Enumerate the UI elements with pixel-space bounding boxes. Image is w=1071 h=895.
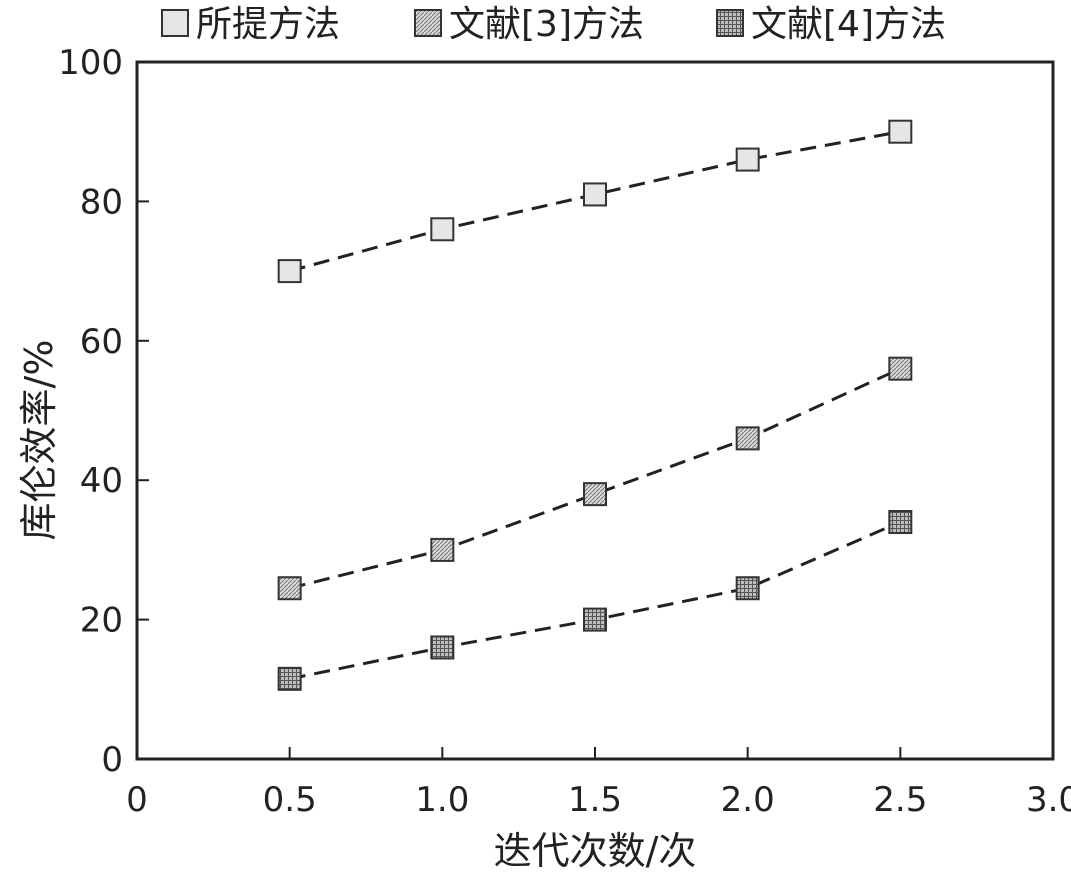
x-tick-label: 0.5 <box>263 780 317 820</box>
series-3 <box>277 510 913 691</box>
y-tick-label: 0 <box>101 740 123 780</box>
y-tick-label: 40 <box>80 461 123 501</box>
data-point <box>735 147 760 172</box>
series-layer <box>277 119 913 691</box>
x-axis-title: 迭代次数/次 <box>494 829 697 873</box>
x-tick-label: 2.0 <box>721 780 775 820</box>
legend-label-3: 文献[4]方法 <box>751 4 946 45</box>
data-point <box>583 482 607 507</box>
data-point <box>888 510 913 535</box>
legend-marker-3 <box>716 9 744 37</box>
x-tick-label: 1.5 <box>568 780 622 820</box>
data-point <box>277 259 302 284</box>
legend-marker-2 <box>414 9 442 37</box>
data-point <box>430 217 455 242</box>
data-point <box>430 537 455 562</box>
data-point <box>277 666 302 691</box>
series-line <box>289 520 901 681</box>
y-tick-label: 100 <box>58 43 123 83</box>
legend-item-1: 所提方法 <box>161 4 340 45</box>
data-point <box>735 576 760 601</box>
legend-label-2: 文献[3]方法 <box>449 4 644 45</box>
data-point <box>430 635 455 660</box>
data-point <box>888 356 913 381</box>
y-tick-label: 60 <box>80 322 123 362</box>
y-tick-label: 20 <box>80 601 123 641</box>
data-point <box>277 576 302 601</box>
legend-marker-1 <box>161 9 189 37</box>
legend: 所提方法 文献[3]方法 文献[4]方法 <box>161 4 946 45</box>
y-axis: 0 20 40 60 80 100 <box>58 43 149 780</box>
y-tick-label: 80 <box>80 182 123 222</box>
x-tick-label: 3.0 <box>1026 780 1071 820</box>
legend-label-1: 所提方法 <box>196 4 340 45</box>
legend-item-3: 文献[4]方法 <box>716 4 946 45</box>
data-point <box>888 119 913 144</box>
data-point <box>583 607 607 632</box>
x-tick-label: 1.0 <box>415 780 469 820</box>
y-axis-title: 库伦效率/% <box>17 340 61 541</box>
x-tick-label: 2.5 <box>873 780 927 820</box>
data-point <box>735 426 760 451</box>
series-2 <box>277 356 913 601</box>
x-tick-label: 0 <box>126 780 148 820</box>
data-point <box>583 182 607 207</box>
x-axis: 0 0.5 1.0 1.5 2.0 2.5 3.0 <box>126 747 1071 820</box>
plot-frame <box>135 60 1055 761</box>
legend-item-2: 文献[3]方法 <box>414 4 644 45</box>
series-line <box>289 367 901 590</box>
series-1 <box>277 119 913 284</box>
